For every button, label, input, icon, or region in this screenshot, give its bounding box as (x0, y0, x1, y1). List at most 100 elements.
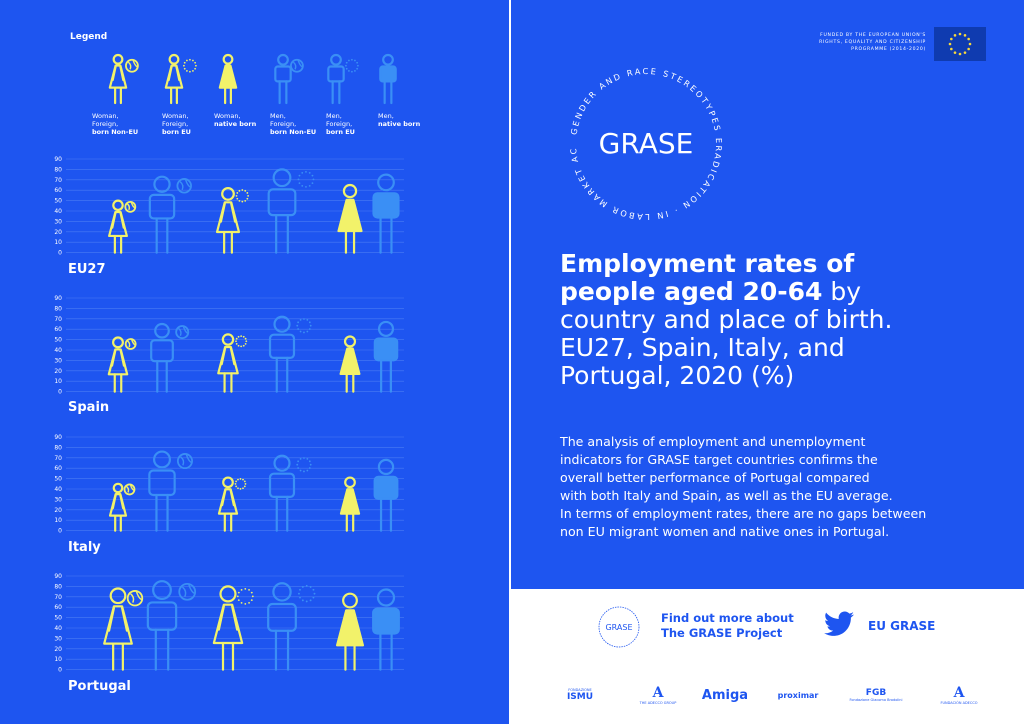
tick-label: 10 (54, 656, 62, 663)
eu-star-dot (298, 182, 301, 185)
tick-label: 30 (54, 357, 62, 364)
eu-star-dot (345, 64, 347, 67)
tick-label: 10 (54, 239, 62, 246)
legend-icon-0 (108, 53, 139, 105)
legend-icon-2 (218, 53, 238, 105)
eu-star-dot (246, 197, 249, 200)
legend-line-bold: born EU (326, 128, 355, 136)
eu-star-dot (311, 174, 314, 177)
eu-star-dot (301, 171, 304, 174)
eu-star (958, 52, 962, 56)
title-line: by (822, 277, 862, 306)
eu-star-dot (235, 485, 238, 488)
tick-label: 40 (54, 347, 62, 354)
tick-label: 60 (54, 465, 62, 472)
legend-line: Foreign, (326, 120, 353, 128)
eu-star-dot (305, 170, 307, 173)
eu-star-dot (244, 587, 247, 590)
partner-logo-ismu: FONDAZIONE ISMU (550, 676, 610, 714)
eu-star-dot (195, 64, 197, 67)
legend-title: Legend (70, 32, 108, 42)
partner-sub: FUNDACIÓN ADECCO (940, 701, 978, 705)
page-title: Employment rates of people aged 20-64 by… (560, 250, 980, 390)
eu-star-dot (244, 342, 247, 345)
grase-small-logo[interactable]: GRASE (596, 604, 642, 650)
tick-label: 50 (54, 476, 62, 483)
find-out-link[interactable]: Find out more about The GRASE Project (661, 611, 794, 641)
chart-mark-Spain-4 (339, 335, 361, 393)
eu-star (958, 32, 962, 36)
eu-star-dot (244, 602, 247, 605)
eu-star-dot (348, 70, 350, 72)
body-line: overall better performance of Portugal c… (560, 470, 870, 485)
tick-label: 10 (54, 517, 62, 524)
eu-star-dot (186, 59, 188, 62)
eu-star-dot (303, 318, 305, 320)
eu-star (967, 37, 970, 41)
partner-logos: FONDAZIONE ISMU A THE ADECCO GROUP Amiga… (550, 676, 990, 716)
eu-star-dot (237, 591, 240, 594)
legend-label-woman-native: Woman, native born (214, 112, 276, 128)
chart-panel-Spain: 90 80 70 60 50 40 30 20 10 0 (54, 295, 404, 396)
body-line: indicators for GRASE target countries co… (560, 452, 878, 467)
tick-label: 90 (54, 434, 62, 441)
legend-line-bold: born Non-EU (92, 128, 139, 136)
logo-wordmark: GRASE (599, 127, 694, 160)
eu-star-dot (250, 599, 253, 602)
eu-star (953, 34, 957, 37)
tick-label: 40 (54, 208, 62, 215)
tick-label: 90 (54, 295, 62, 302)
find-out-line: Find out more about (661, 611, 794, 625)
eu-star-dot (298, 592, 300, 595)
legend-icon-3 (274, 53, 304, 105)
country-label-eu27: EU27 (68, 262, 106, 277)
eu-star-dot (296, 463, 299, 466)
eu-star (963, 34, 967, 37)
legend-icon-4 (327, 53, 359, 105)
chart-canvas: 9080706050403020100908070605040302010090… (54, 53, 404, 674)
eu-star-dot (297, 178, 300, 181)
tick-label: 20 (54, 507, 62, 514)
chart-mark-Portugal-1 (146, 580, 197, 671)
legend-line: Men, (270, 112, 286, 120)
eu-star-dot (238, 199, 241, 202)
eu-star-dot (313, 592, 316, 595)
eu-star-dot (240, 335, 243, 338)
tick-label: 20 (54, 368, 62, 375)
eu-star-dot (308, 171, 311, 174)
tick-label: 0 (58, 389, 62, 396)
partner-name: FGB (865, 688, 887, 698)
tick-label: 70 (54, 177, 62, 184)
chart-panel-Portugal: 90 80 70 60 50 40 30 20 10 0 (54, 573, 404, 674)
legend-icon-5 (379, 53, 397, 105)
twitter-icon[interactable] (824, 611, 854, 637)
eu-star-dot (192, 59, 194, 62)
eu-star-dot (235, 480, 238, 483)
country-label-portugal: Portugal (68, 679, 131, 694)
tick-label: 80 (54, 166, 62, 173)
eu-stars-icon (948, 32, 972, 56)
eu-star-dot (242, 487, 244, 490)
eu-star-dot (242, 335, 245, 338)
chart-mark-Italy-2 (217, 476, 247, 532)
tick-label: 70 (54, 594, 62, 601)
twitter-handle[interactable]: EU GRASE (868, 619, 936, 633)
legend-line: Men, (378, 112, 394, 120)
eu-star-dot (183, 61, 186, 64)
funding-note: FUNDED BY THE EUROPEAN UNION'S RIGHTS, E… (819, 33, 926, 52)
legend-line-bold: native born (214, 120, 257, 128)
tick-label: 50 (54, 198, 62, 205)
small-logo-text: GRASE (605, 623, 632, 632)
eu-star-dot (296, 324, 299, 327)
eu-star-dot (303, 331, 305, 334)
eu-star-dot (235, 194, 238, 197)
chart-mark-Italy-0 (108, 482, 136, 532)
partner-name: proximar (777, 690, 819, 700)
legend-icon-1 (164, 53, 197, 105)
tick-label: 60 (54, 187, 62, 194)
chart-panel: Legend Woman, Foreign, born Non-EU Woman… (0, 0, 509, 724)
eu-star-dot (297, 460, 300, 463)
chart-mark-EU27-1 (148, 175, 192, 254)
eu-star-dot (356, 61, 359, 64)
